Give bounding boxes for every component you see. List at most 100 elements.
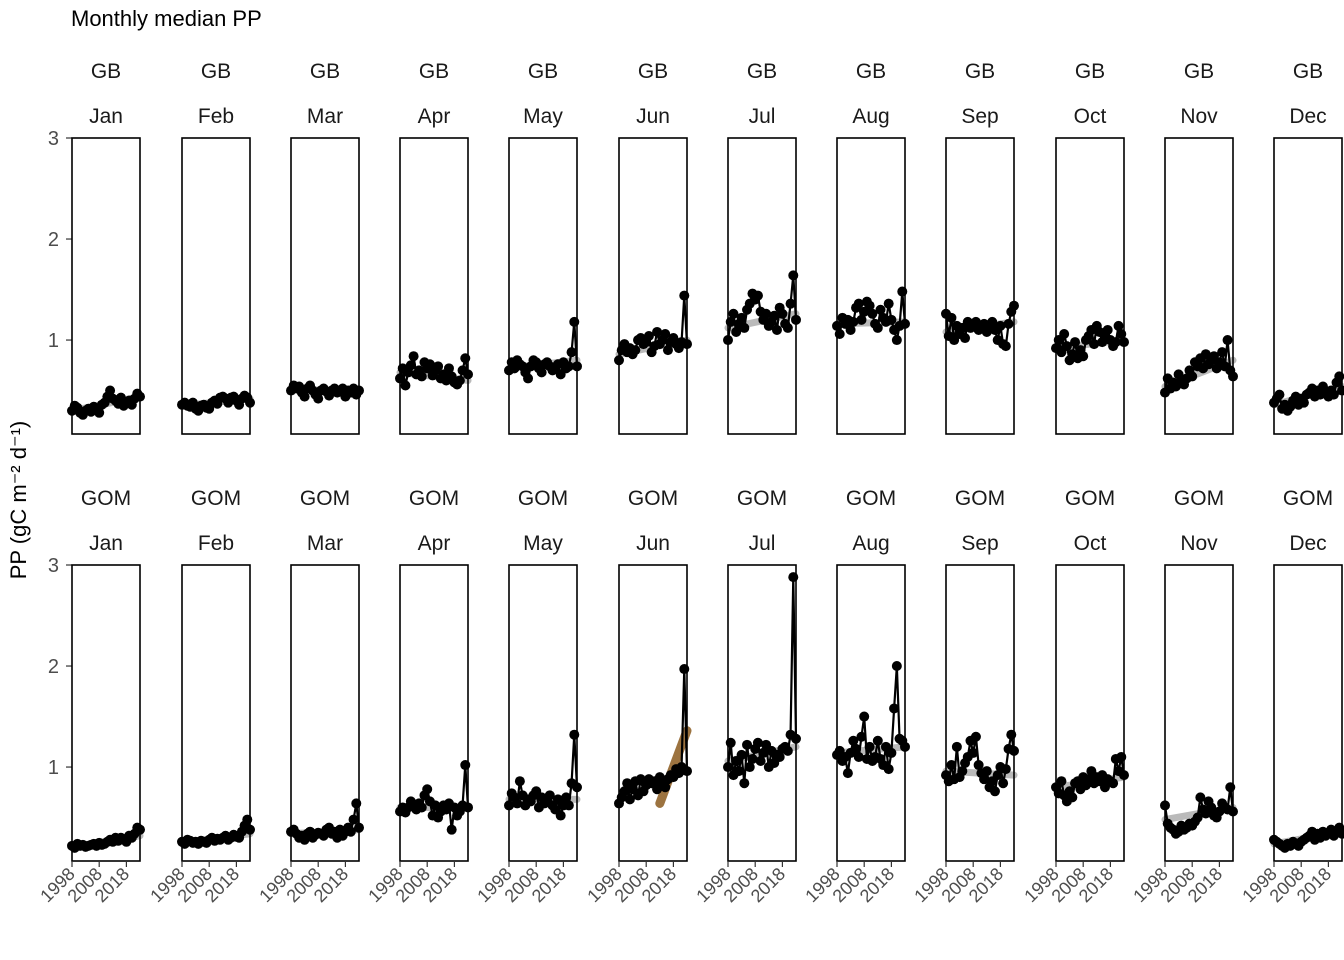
strip-label-month: Nov <box>1180 532 1218 555</box>
data-point <box>1108 778 1119 789</box>
data-point <box>739 778 750 789</box>
data-point <box>891 335 902 346</box>
strip-label-region: GB <box>638 60 668 83</box>
y-tick-label: 2 <box>48 229 59 251</box>
data-point <box>883 764 894 775</box>
strip-label-region: GB <box>528 60 558 83</box>
facet-panel-gb-mar: GB Mar <box>286 60 364 435</box>
data-point <box>299 391 310 402</box>
data-point <box>443 363 454 374</box>
strip-label-region: GOM <box>846 487 896 510</box>
data-point <box>875 304 886 315</box>
strip-label-month: Mar <box>307 532 343 555</box>
y-tick-label: 3 <box>48 128 59 150</box>
data-point <box>405 360 416 371</box>
strip-label-region: GB <box>1075 60 1105 83</box>
strip-label-month: Apr <box>418 532 451 555</box>
data-point <box>761 308 772 319</box>
chart-title: Monthly median PP <box>71 6 262 31</box>
facet-panel-gb-dec: GB Dec <box>1269 60 1344 435</box>
panel-border <box>1273 564 1343 862</box>
strip-label-region: GOM <box>191 487 241 510</box>
data-point <box>951 741 962 752</box>
strip-label-region: GOM <box>1174 487 1224 510</box>
facet-panel-gb-oct: GB Oct <box>1051 60 1129 435</box>
data-point <box>853 298 864 309</box>
strip-label-month: Feb <box>198 105 234 128</box>
strip-label-region: GOM <box>81 487 131 510</box>
panel-border <box>836 137 906 435</box>
data-point <box>563 361 574 372</box>
panel-border <box>508 564 578 862</box>
data-point <box>998 778 1009 789</box>
data-point <box>777 308 788 319</box>
data-point <box>747 753 758 764</box>
y-axis-title: PP (gC m⁻² d⁻¹) <box>6 421 31 580</box>
data-point <box>970 731 981 742</box>
strip-label-region: GB <box>310 60 340 83</box>
data-point <box>758 747 769 758</box>
data-point <box>1070 337 1081 348</box>
data-point <box>960 333 971 344</box>
facet-panel-gb-feb: GB Feb <box>177 60 255 435</box>
data-point <box>981 766 992 777</box>
panel-border <box>71 564 141 862</box>
data-point <box>848 735 859 746</box>
data-point <box>555 810 566 821</box>
data-point <box>514 776 525 787</box>
strip-label-month: Sep <box>961 532 998 555</box>
data-point <box>416 371 427 382</box>
data-point <box>731 326 742 337</box>
data-point <box>992 770 1003 781</box>
data-point <box>742 739 753 750</box>
data-point <box>987 316 998 327</box>
data-point <box>886 747 897 758</box>
strip-label-month: Apr <box>418 105 451 128</box>
data-point <box>662 345 673 356</box>
strip-label-month: May <box>523 105 563 128</box>
strip-label-month: Feb <box>198 532 234 555</box>
strip-label-month: Jan <box>89 105 123 128</box>
data-point <box>1217 347 1228 358</box>
data-point <box>1113 320 1124 331</box>
data-point <box>313 393 324 404</box>
data-point <box>782 745 793 756</box>
strip-label-month: Jun <box>636 532 670 555</box>
data-point <box>1187 371 1198 382</box>
data-point <box>1003 318 1014 329</box>
strip-label-month: Mar <box>307 105 343 128</box>
data-point <box>1102 324 1113 335</box>
panel-border <box>399 564 469 862</box>
strip-label-month: Jul <box>749 105 776 128</box>
data-point <box>946 312 957 323</box>
data-point <box>774 751 785 762</box>
data-point <box>105 385 116 396</box>
data-point <box>566 347 577 358</box>
data-point <box>771 324 782 335</box>
data-point <box>1195 792 1206 803</box>
data-point <box>345 826 356 837</box>
facet-panel-gb-sep: GB Sep <box>941 60 1019 435</box>
strip-label-region: GB <box>965 60 995 83</box>
data-point <box>957 766 968 777</box>
strip-label-month: Dec <box>1289 532 1326 555</box>
strip-label-month: Jul <box>749 532 776 555</box>
facet-panel-gb-aug: GB Aug <box>832 60 910 435</box>
facet-panel-gb-jun: GB Jun <box>614 60 692 435</box>
strip-label-month: Jan <box>89 532 123 555</box>
data-point <box>946 760 957 771</box>
data-point <box>752 737 763 748</box>
data-point <box>422 784 433 795</box>
panel-border <box>1055 137 1125 435</box>
data-point <box>872 735 883 746</box>
data-point <box>1274 389 1285 400</box>
data-point <box>856 314 867 325</box>
data-point <box>1110 337 1121 348</box>
data-point <box>643 331 654 342</box>
